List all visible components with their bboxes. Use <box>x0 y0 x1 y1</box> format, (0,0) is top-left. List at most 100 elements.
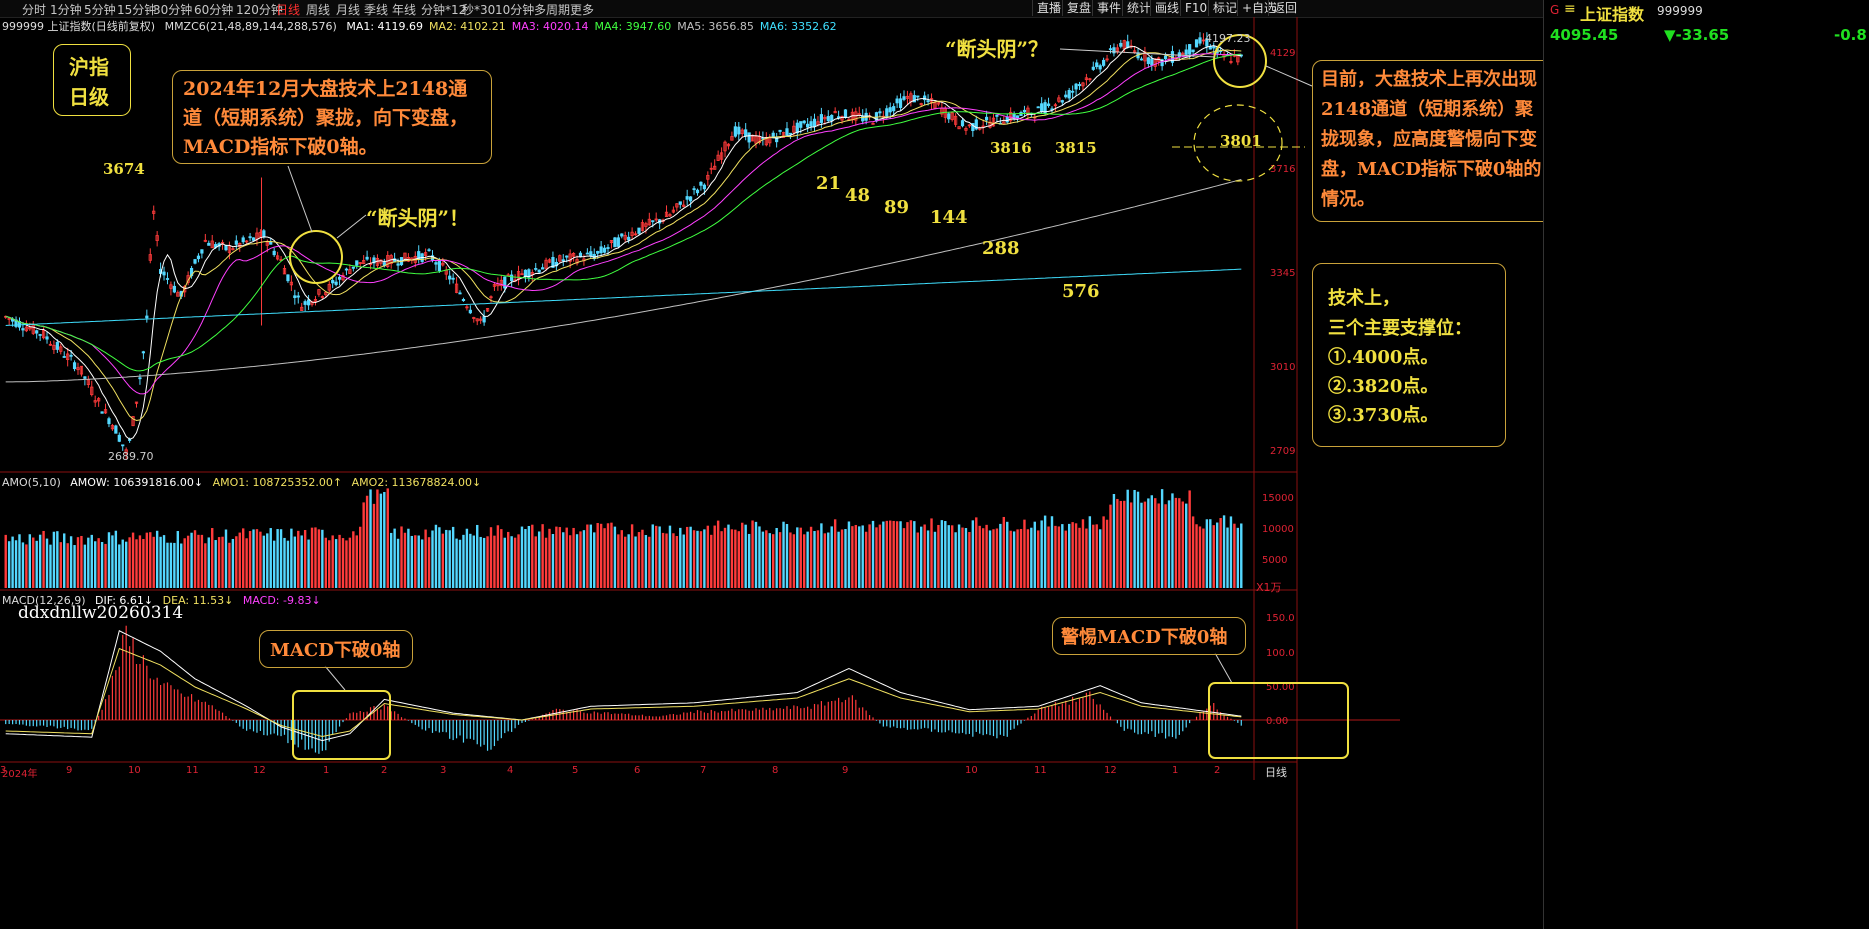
volume-bar <box>1030 527 1033 588</box>
candle-body <box>812 118 817 127</box>
macd-lines <box>5 629 1242 742</box>
volume-bar <box>359 526 362 588</box>
candle-body <box>272 250 276 256</box>
volume-bar <box>954 532 957 588</box>
tab-11[interactable]: 年线 <box>392 3 417 17</box>
candle-body <box>14 319 18 327</box>
tab-16[interactable]: 更多 <box>570 3 595 17</box>
toolbar-button-2[interactable]: 事件 <box>1092 0 1125 16</box>
tab-2[interactable]: 5分钟 <box>84 3 116 17</box>
volume-bar <box>782 521 785 588</box>
volume-bar <box>245 538 248 588</box>
volume-bar <box>944 521 947 588</box>
candlestick-chart[interactable]: 4129371633453010270915000100005000150.01… <box>0 0 1543 929</box>
tab-9[interactable]: 月线 <box>336 3 361 17</box>
toolbar-button-4[interactable]: 画线 <box>1150 0 1183 16</box>
volume-bar <box>328 540 331 588</box>
volume-bar <box>193 530 197 588</box>
period-label: 日线 <box>1265 766 1287 779</box>
tab-8[interactable]: 周线 <box>306 3 331 17</box>
toolbar-button-3[interactable]: 统计 <box>1122 0 1155 16</box>
volume-bar <box>1112 494 1116 588</box>
candle-body <box>121 444 125 447</box>
volume-bar <box>114 530 118 588</box>
candle-body <box>423 252 428 256</box>
annotation-shapes <box>287 34 1349 760</box>
volume-bar <box>379 493 383 588</box>
tab-4[interactable]: 30分钟 <box>153 3 193 17</box>
volume-bar <box>276 529 279 588</box>
candle-body <box>885 108 889 117</box>
candle-body <box>124 449 128 454</box>
volume-bar <box>1105 519 1109 588</box>
menu-icon[interactable]: ≡ <box>1564 1 1576 17</box>
candle-body <box>97 398 101 402</box>
volume-bar <box>180 543 183 588</box>
toolbar-button-0[interactable]: 直播 <box>1032 0 1065 16</box>
ma-legend-2: MA2: 4102.21 <box>429 20 506 33</box>
dea-label: DEA: 11.53↓ <box>162 594 234 607</box>
volume-bar <box>314 527 317 588</box>
candle-body <box>1139 58 1144 61</box>
tab-14[interactable]: 10分钟 <box>495 3 535 17</box>
volume-bar <box>365 495 369 588</box>
candle-body <box>967 124 971 127</box>
volume-bar <box>1205 519 1209 588</box>
candle-body <box>630 231 634 236</box>
toolbar-button-7[interactable]: +自选 <box>1237 0 1280 16</box>
volume-bar <box>868 524 871 588</box>
tab-0[interactable]: 分时 <box>22 3 47 17</box>
candle-body <box>441 262 445 266</box>
toolbar-button-5[interactable]: F10 <box>1180 0 1211 16</box>
support-dashed-circle <box>1193 104 1283 182</box>
candle-body <box>1015 115 1020 119</box>
toolbar-button-1[interactable]: 复盘 <box>1062 0 1095 16</box>
candle-body <box>207 242 211 246</box>
tab-7[interactable]: 日线 <box>276 3 301 17</box>
macd-histogram <box>5 625 1242 754</box>
candle-body <box>878 111 882 114</box>
candle-body <box>66 353 70 360</box>
candle-body <box>627 236 631 241</box>
candle-body <box>558 255 562 262</box>
x-label-13: 9 <box>842 765 849 776</box>
volume-bar <box>135 539 138 588</box>
volume-bar <box>455 538 458 588</box>
volume-bar <box>138 535 142 588</box>
volume-bar <box>228 542 231 588</box>
candle-body <box>365 256 369 260</box>
tab-10[interactable]: 季线 <box>364 3 389 17</box>
tab-15[interactable]: 多周期 <box>534 3 571 17</box>
tab-13[interactable]: 秒*30 <box>462 3 496 17</box>
tab-1[interactable]: 1分钟 <box>50 3 82 17</box>
volume-bar <box>713 525 716 588</box>
candle-body <box>1160 59 1164 67</box>
volume-bar <box>1191 516 1195 588</box>
dif-label: DIF: 6.61↓ <box>95 594 154 607</box>
ma-label-288: 288 <box>982 238 1020 259</box>
candle-body <box>48 343 53 346</box>
tab-3[interactable]: 15分钟 <box>117 3 157 17</box>
volume-bar <box>383 492 386 588</box>
candle-body <box>107 418 111 425</box>
volume-bar <box>562 532 565 588</box>
candle-body <box>362 260 366 264</box>
candle-body <box>62 356 66 358</box>
candle-body <box>792 125 796 133</box>
volume-bar <box>324 537 328 588</box>
tab-6[interactable]: 120分钟 <box>236 3 283 17</box>
volume-bar <box>372 503 376 588</box>
volume-bar <box>451 526 455 588</box>
candle-body <box>936 102 941 105</box>
volume-bar <box>624 536 627 588</box>
toolbar-button-6[interactable]: 标记 <box>1208 0 1241 16</box>
candle-body <box>888 107 892 113</box>
toolbar-button-8[interactable]: 返回 <box>1268 0 1301 16</box>
tab-5[interactable]: 60分钟 <box>194 3 234 17</box>
candle-body <box>1188 44 1192 55</box>
tab-12[interactable]: 分钟*12 <box>421 3 467 17</box>
volume-bar <box>988 530 992 588</box>
support-level-2: ②.3820点。 <box>1328 376 1439 397</box>
volume-bar <box>1178 498 1181 588</box>
candle-body <box>93 400 97 403</box>
